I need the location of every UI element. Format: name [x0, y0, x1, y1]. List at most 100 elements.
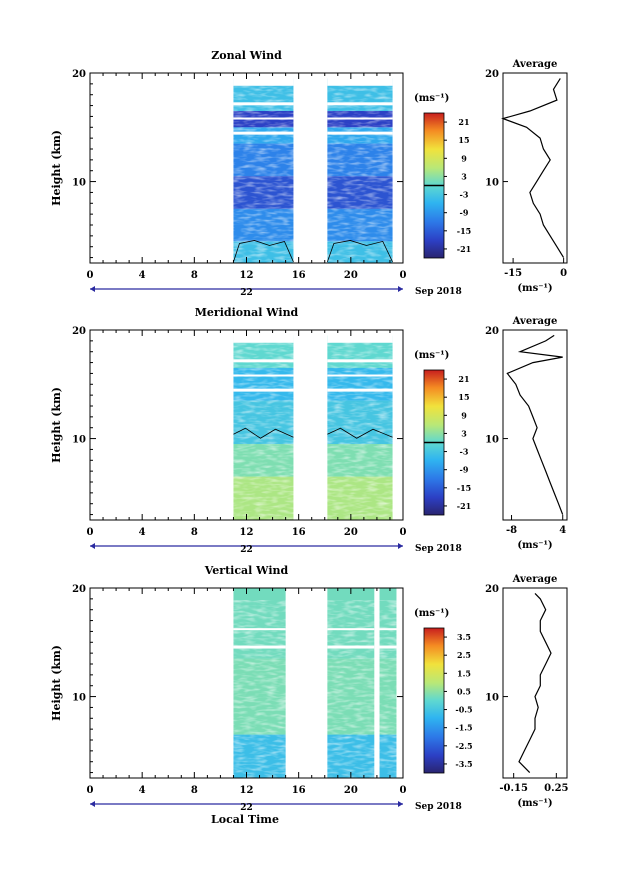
colorbar-tick-label: 3	[461, 171, 467, 181]
texture-overlay	[327, 600, 375, 778]
zero-contour	[326, 240, 393, 263]
colorbar-tick-label: -0.5	[455, 705, 472, 715]
avg-x-tick-label: -15	[504, 268, 522, 279]
colorbar-tick-label: -21	[457, 501, 471, 511]
x-tick-label: 8	[191, 527, 198, 538]
data-gap	[327, 131, 393, 135]
colorbar-tick-label: 9	[461, 153, 467, 163]
data-gap	[233, 73, 294, 86]
panel-vertical-wind: Vertical Wind 10 20 Height (km) 0 4 8 12 16 20 0 22…	[50, 564, 569, 813]
colorbar-tick-label: -1.5	[455, 723, 472, 733]
average-title: Average	[512, 316, 558, 327]
data-gap	[233, 374, 294, 377]
data-gap	[233, 628, 286, 631]
colorbar-tick-label: -3.5	[455, 759, 472, 769]
day-label: 22	[240, 288, 253, 298]
panel-meridional-wind: Meridional Wind 10 20 Height (km) 0 4 8 12 16 20 0…	[50, 306, 568, 555]
y-axis-label: Height (km)	[50, 130, 63, 206]
x-tick-label: 12	[240, 270, 254, 281]
date-label: Sep 2018	[415, 802, 462, 812]
avg-y-tick-label: 20	[485, 326, 499, 337]
y-tick-label: 20	[72, 69, 86, 80]
data-gap	[233, 359, 294, 363]
average-frame	[502, 72, 568, 264]
data-block	[327, 588, 375, 778]
average-frame	[502, 329, 568, 521]
colorbar-tick-label: 3.5	[457, 632, 471, 642]
average-frame	[502, 587, 568, 779]
data-block	[233, 588, 286, 778]
data-gap	[327, 102, 393, 106]
day-arrow-right	[398, 543, 403, 549]
day-arrow-right	[398, 286, 403, 292]
y-tick-label: 10	[72, 693, 86, 704]
avg-x-tick-label: 4	[559, 525, 566, 536]
x-tick-label: 16	[292, 785, 306, 796]
avg-unit-label: (ms⁻¹)	[517, 283, 552, 294]
y-tick-label: 20	[72, 584, 86, 595]
avg-y-tick-label: 20	[485, 584, 499, 595]
x-tick-label: 4	[139, 270, 146, 281]
avg-x-tick-label: 0	[560, 268, 567, 279]
day-arrow-left	[90, 801, 95, 807]
colorbar-tick-label: 9	[461, 410, 467, 420]
avg-y-tick-label: 10	[485, 693, 499, 704]
x-tick-label: 8	[191, 270, 198, 281]
data-gap	[233, 330, 294, 343]
data-block	[327, 330, 393, 520]
x-tick-label: 16	[292, 527, 306, 538]
colorbar-tick-label: -3	[460, 190, 469, 200]
average-profile-line	[506, 334, 564, 515]
panel-title: Meridional Wind	[195, 306, 299, 319]
day-arrow-left	[90, 543, 95, 549]
texture-overlay	[379, 600, 397, 778]
texture-overlay	[233, 342, 294, 520]
colorbar-tick-label: -2.5	[455, 741, 472, 751]
date-label: Sep 2018	[415, 544, 462, 554]
zero-contour	[327, 427, 393, 439]
colorbar-tick-label: -9	[460, 208, 469, 218]
colorbar-tick-label: 3	[461, 428, 467, 438]
y-axis-label: Height (km)	[50, 645, 63, 721]
colorbar-tick-label: 21	[458, 117, 469, 127]
data-gap	[327, 374, 393, 377]
zero-contour	[233, 240, 294, 263]
data-gap	[327, 628, 375, 631]
x-tick-label: 12	[240, 527, 254, 538]
colorbar-unit-label: (ms⁻¹)	[414, 93, 449, 104]
colorbar-tick-label: -15	[457, 483, 471, 493]
x-tick-label: 0	[400, 527, 407, 538]
colorbar-tick-label: 1.5	[457, 668, 471, 678]
colorbar-tick-label: 21	[458, 374, 469, 384]
texture-overlay	[327, 85, 393, 263]
avg-y-tick-label: 10	[485, 435, 499, 446]
data-gap	[327, 645, 375, 649]
day-arrow-left	[90, 286, 95, 292]
colorbar-tick-label: 2.5	[457, 650, 471, 660]
avg-y-tick-label: 10	[485, 178, 499, 189]
data-gap	[233, 117, 294, 120]
avg-x-tick-label: 0.25	[544, 783, 568, 794]
average-title: Average	[512, 59, 558, 70]
x-tick-label: 20	[344, 527, 358, 538]
data-block	[233, 330, 294, 520]
date-label: Sep 2018	[415, 287, 462, 297]
y-axis-label: Height (km)	[50, 387, 63, 463]
colorbar-tick-label: 15	[458, 135, 469, 145]
x-tick-label: 20	[344, 785, 358, 796]
x-tick-label: 12	[240, 785, 254, 796]
data-gap	[327, 359, 393, 363]
x-tick-label: 16	[292, 270, 306, 281]
colorbar-tick-label: -9	[460, 465, 469, 475]
data-gap	[233, 645, 286, 649]
colorbar	[423, 627, 445, 774]
average-title: Average	[512, 574, 558, 585]
average-profile-line	[518, 592, 552, 774]
data-gap	[327, 330, 393, 343]
data-gap	[327, 117, 393, 120]
texture-overlay	[233, 600, 286, 778]
average-profile-line	[501, 78, 565, 258]
x-tick-label: 0	[87, 527, 94, 538]
colorbar-tick-label: 15	[458, 392, 469, 402]
y-tick-label: 10	[72, 435, 86, 446]
